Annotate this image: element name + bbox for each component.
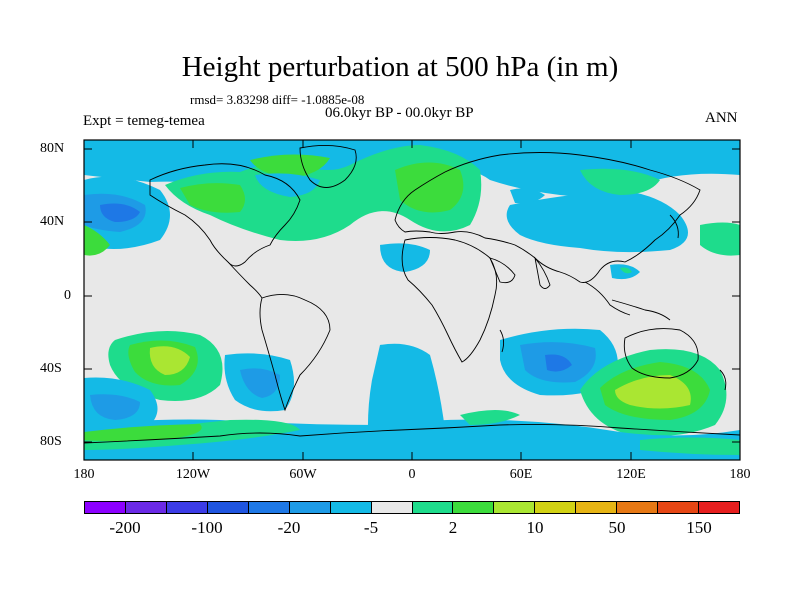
colorbar-swatch [494,502,536,513]
coast-greenland [299,145,357,188]
colorbar-label: 50 [608,518,626,537]
x-tick-label: 180 [729,467,751,482]
colorbar-swatch [85,502,126,513]
colorbar-swatch [289,502,331,513]
period-label: 06.0kyr BP - 00.0kyr BP [325,105,474,121]
colorbar-swatch [125,502,167,513]
anomaly-field [84,140,740,460]
colorbar-swatch [371,502,413,513]
y-tick-label: 40N [40,214,65,229]
rmsd-text: rmsd= 3.83298 diff= -1.0885e-08 [190,92,365,107]
x-tick-label: 120E [616,467,646,482]
colorbar-swatch [699,502,739,513]
colorbar-swatch [658,502,700,513]
colorbar-swatch [412,502,454,513]
colorbar-swatch [535,502,577,513]
colorbar-label: -5 [363,518,379,537]
colorbar-label: -20 [277,518,301,537]
experiment-label: Expt = temeg-temea [83,113,205,129]
coastlines [84,145,740,444]
y-tick-label: 80N [40,141,65,156]
colorbar-label: 150 [686,518,712,537]
coast-south-america [259,294,331,412]
colorbar-swatch [330,502,372,513]
field-asia-blue [506,190,688,253]
coast-antarctica [84,423,740,444]
colorbar-label: -100 [191,518,223,537]
colorbar-swatch [453,502,495,513]
x-tick-label: 0 [408,467,416,482]
colorbar-swatch [248,502,290,513]
season-label: ANN [705,110,738,126]
axis-ticks [84,140,740,460]
colorbar-label: -200 [109,518,141,537]
colorbar-label: 2 [448,518,458,537]
colorbar-swatch [617,502,659,513]
x-tick-label: 120W [175,467,211,482]
colorbar-swatch [166,502,208,513]
colorbar-swatch [207,502,249,513]
colorbar [84,501,740,514]
x-tick-label: 180 [73,467,95,482]
y-tick-label: 80S [40,434,62,449]
colorbar-swatch [576,502,618,513]
colorbar-label: 10 [526,518,544,537]
y-tick-label: 40S [40,361,62,376]
x-tick-label: 60W [289,467,317,482]
coast-australia [623,328,699,379]
coast-eurasia [394,152,701,283]
coast-africa [401,237,498,363]
coast-north-america [149,163,301,267]
y-tick-label: 0 [64,288,71,303]
map-title: Height perturbation at 500 hPa (in m) [181,51,619,83]
x-tick-label: 60E [509,467,533,482]
